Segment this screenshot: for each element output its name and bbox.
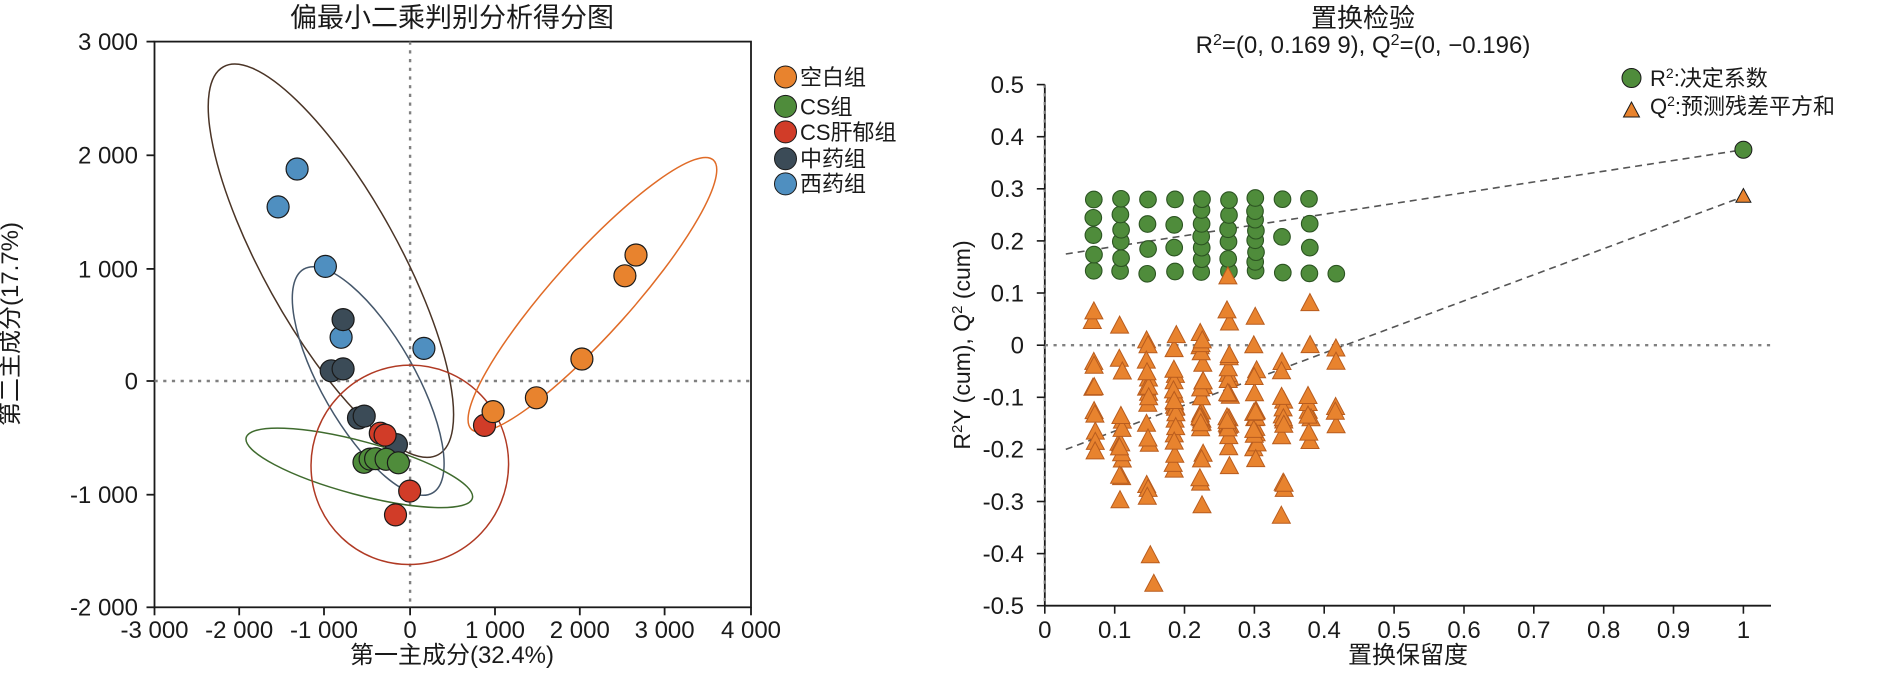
- svg-text:R2=(0, 0.169 9), Q2=(0, −0.196: R2=(0, 0.169 9), Q2=(0, −0.196): [1196, 32, 1531, 60]
- svg-text:4 000: 4 000: [721, 617, 781, 644]
- svg-text:CS肝郁组: CS肝郁组: [800, 120, 897, 145]
- svg-text:0.7: 0.7: [1517, 617, 1550, 644]
- svg-text:0.4: 0.4: [991, 124, 1024, 151]
- svg-text:中药组: 中药组: [800, 147, 866, 172]
- svg-text:3 000: 3 000: [78, 29, 138, 56]
- svg-text:偏最小二乘判别分析得分图: 偏最小二乘判别分析得分图: [290, 3, 614, 33]
- svg-text:-0.5: -0.5: [983, 593, 1024, 620]
- svg-text:-0.1: -0.1: [983, 385, 1024, 412]
- svg-text:0: 0: [1038, 617, 1051, 644]
- svg-text:0: 0: [1011, 333, 1024, 360]
- svg-text:-1 000: -1 000: [290, 617, 358, 644]
- svg-text:0.2: 0.2: [1168, 617, 1201, 644]
- svg-text:0.5: 0.5: [991, 72, 1024, 99]
- svg-text:0.1: 0.1: [991, 280, 1024, 307]
- svg-text:3 000: 3 000: [635, 617, 695, 644]
- svg-text:0.2: 0.2: [991, 228, 1024, 255]
- svg-text:-1 000: -1 000: [70, 482, 138, 509]
- svg-text:第一主成分(32.4%): 第一主成分(32.4%): [350, 642, 554, 669]
- svg-text:0.8: 0.8: [1587, 617, 1620, 644]
- svg-text:空白组: 空白组: [800, 65, 866, 90]
- svg-text:2 000: 2 000: [78, 143, 138, 170]
- svg-text:-2 000: -2 000: [70, 595, 138, 622]
- svg-text:0: 0: [125, 368, 138, 395]
- svg-text:1: 1: [1737, 617, 1750, 644]
- svg-text:1 000: 1 000: [465, 617, 525, 644]
- svg-text:Q2:预测残差平方和: Q2:预测残差平方和: [1650, 93, 1835, 119]
- svg-text:2 000: 2 000: [550, 617, 610, 644]
- svg-text:第二主成分(17.7%): 第二主成分(17.7%): [0, 222, 24, 426]
- svg-text:0.3: 0.3: [991, 176, 1024, 203]
- svg-text:0: 0: [403, 617, 416, 644]
- svg-text:0.6: 0.6: [1447, 617, 1480, 644]
- svg-text:1 000: 1 000: [78, 256, 138, 283]
- svg-text:-0.4: -0.4: [983, 541, 1024, 568]
- svg-text:-2 000: -2 000: [205, 617, 273, 644]
- svg-text:0.1: 0.1: [1098, 617, 1131, 644]
- svg-text:0.9: 0.9: [1657, 617, 1690, 644]
- svg-text:0.3: 0.3: [1238, 617, 1271, 644]
- svg-text:0.5: 0.5: [1377, 617, 1410, 644]
- svg-text:0.4: 0.4: [1308, 617, 1341, 644]
- svg-text:CS组: CS组: [800, 95, 853, 120]
- svg-text:置换检验: 置换检验: [1311, 3, 1415, 33]
- svg-text:西药组: 西药组: [800, 172, 866, 197]
- svg-text:-0.3: -0.3: [983, 489, 1024, 516]
- svg-text:R2Y (cum), Q2 (cum): R2Y (cum), Q2 (cum): [949, 240, 976, 449]
- svg-text:置换保留度: 置换保留度: [1348, 642, 1468, 669]
- svg-text:-0.2: -0.2: [983, 437, 1024, 464]
